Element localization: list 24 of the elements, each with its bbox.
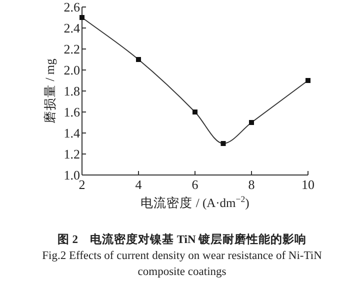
text: 图 2 电流密度对镍基 TiN 镀层耐磨性能的影响 [56,232,308,248]
y-tick-label: 2.4 [64,20,80,36]
point [220,141,226,146]
y-tick-label: 2.0 [64,62,80,78]
y-tick-label: 2.6 [64,0,80,14]
y-tick-label: 1.2 [64,146,80,162]
point [249,120,254,125]
x-tick-label: 4 [135,177,142,192]
y-tick-label: 1.6 [64,104,80,120]
point [80,15,84,20]
x-tick-label: 8 [248,177,255,192]
y-tick-label: 2.2 [64,42,80,56]
point [192,110,198,114]
point [136,57,141,62]
y-tick-label: 1.4 [64,126,80,140]
x-tick-label: 6 [192,177,199,192]
point [306,78,310,83]
text: Fig.2 Effects of current density on wear resistance of Ni-TiN composite coatings [41,249,323,280]
y-tick-label: 1.0 [64,168,80,182]
x-tick-label: 2 [78,177,86,192]
y-axis-title: 磨损量 / mg [43,58,57,124]
x-tick-label: 10 [302,177,314,192]
x-axis-title: 电流密度 / (A·dm$^{−2}$) [140,194,250,210]
y-tick-label: 1.8 [64,84,80,98]
